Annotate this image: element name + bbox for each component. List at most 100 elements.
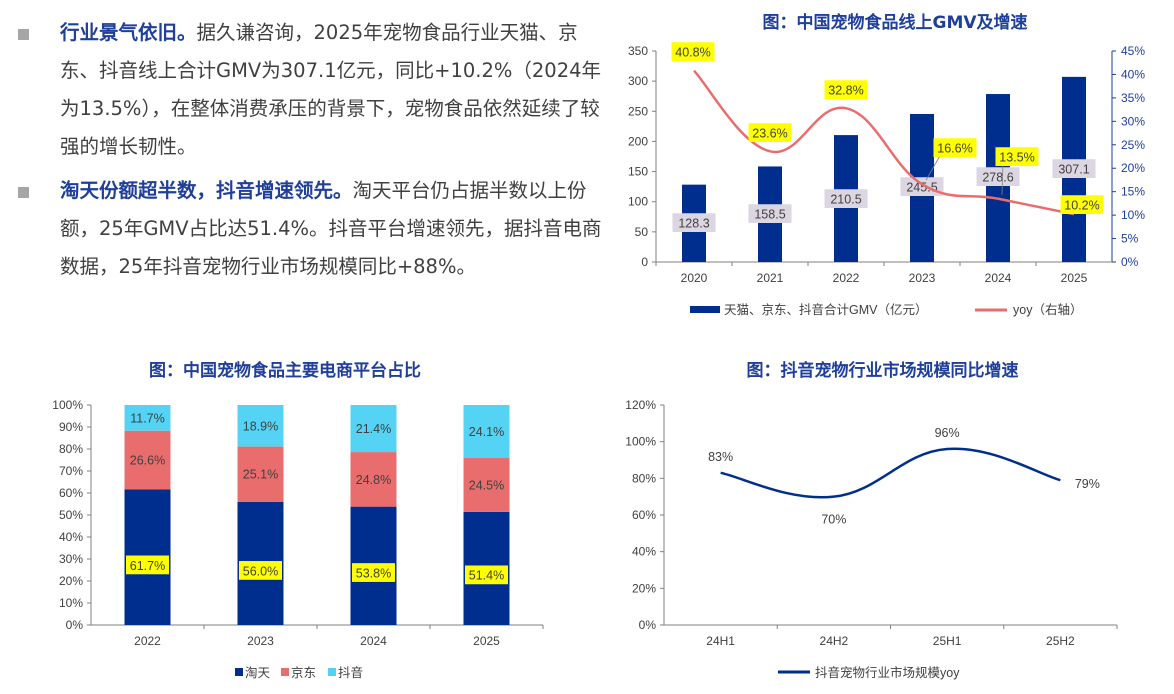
x-tick-label: 2022 bbox=[134, 634, 161, 648]
segment-label: 18.9% bbox=[243, 419, 278, 433]
x-tick-label: 2023 bbox=[247, 634, 274, 648]
segment-抖音 bbox=[350, 405, 397, 453]
segment-label: 51.4% bbox=[469, 569, 504, 583]
y-tick-label: 100% bbox=[625, 435, 656, 449]
x-tick-label: 2020 bbox=[681, 271, 708, 285]
y-tick-label: 50% bbox=[59, 508, 83, 522]
yoy-label-bg bbox=[933, 138, 977, 157]
segment-label: 26.6% bbox=[130, 454, 165, 468]
legend-gmv-label: 天猫、京东、抖音合计GMV（亿元） bbox=[724, 302, 927, 317]
segment-label: 11.7% bbox=[130, 411, 165, 425]
segment-label: 53.8% bbox=[356, 566, 391, 580]
legend-label: 抖音 bbox=[338, 665, 363, 680]
left-tick-label: 200 bbox=[628, 134, 648, 148]
y-tick-label: 10% bbox=[59, 596, 83, 610]
y-tick-label: 0% bbox=[66, 618, 84, 632]
segment-京东 bbox=[463, 458, 510, 512]
y-tick-label: 30% bbox=[59, 552, 83, 566]
y-tick-label: 60% bbox=[632, 508, 656, 522]
segment-label-bg bbox=[126, 555, 169, 575]
yoy-label-bg bbox=[748, 123, 792, 142]
yoy-label-leader bbox=[1001, 162, 1004, 195]
left-tick-label: 100 bbox=[628, 195, 648, 209]
gmv-bar-label: 158.5 bbox=[754, 208, 785, 222]
y-tick-label: 120% bbox=[625, 398, 656, 412]
left-tick-label: 350 bbox=[628, 44, 648, 58]
x-tick-label: 2022 bbox=[833, 271, 860, 285]
segment-京东 bbox=[237, 446, 284, 502]
y-tick-label: 40% bbox=[59, 530, 83, 544]
gmv-bar-label: 128.3 bbox=[678, 217, 709, 231]
right-tick-label: 20% bbox=[1121, 161, 1145, 175]
gmv-bar-label-bg bbox=[748, 204, 792, 223]
segment-京东 bbox=[124, 430, 171, 490]
legend-swatch bbox=[328, 668, 336, 676]
x-tick-label: 2023 bbox=[909, 271, 936, 285]
y-tick-label: 80% bbox=[59, 442, 83, 456]
right-tick-label: 45% bbox=[1121, 44, 1145, 58]
yoy-label: 40.8% bbox=[675, 46, 710, 60]
x-tick-label: 2024 bbox=[360, 634, 387, 648]
yoy-label-bg bbox=[1060, 195, 1104, 214]
right-tick-label: 40% bbox=[1121, 67, 1145, 81]
right-tick-label: 35% bbox=[1121, 91, 1145, 105]
left-tick-label: 150 bbox=[628, 165, 648, 179]
x-tick-label: 2021 bbox=[757, 271, 784, 285]
legend-swatch bbox=[281, 668, 289, 676]
yoy-label: 16.6% bbox=[937, 142, 972, 156]
platform-chart-title: 图：中国宠物食品主要电商平台占比 bbox=[149, 361, 421, 381]
segment-label: 24.5% bbox=[469, 478, 504, 492]
point-label: 70% bbox=[821, 513, 846, 527]
gmv-bar-label: 307.1 bbox=[1058, 163, 1089, 177]
segment-label-bg bbox=[239, 561, 282, 580]
segment-抖音 bbox=[124, 405, 171, 431]
gmv-bar-label-bg bbox=[976, 167, 1020, 186]
yoy-label-bg bbox=[671, 42, 715, 61]
y-tick-label: 90% bbox=[59, 420, 83, 434]
right-tick-label: 30% bbox=[1121, 114, 1145, 128]
legend-label: 淘天 bbox=[245, 666, 271, 680]
left-tick-label: 250 bbox=[628, 104, 648, 118]
gmv-bar-label-bg bbox=[1052, 159, 1096, 178]
yoy-label-bg bbox=[995, 147, 1039, 166]
yoy-label: 32.8% bbox=[828, 84, 863, 98]
left-tick-label: 50 bbox=[635, 225, 649, 239]
douyin-chart-title: 图：抖音宠物行业市场规模同比增速 bbox=[746, 361, 1019, 381]
gmv-bar-label-bg bbox=[672, 213, 716, 232]
y-tick-label: 80% bbox=[632, 471, 656, 485]
gmv-bar-label-bg bbox=[900, 177, 944, 196]
y-tick-label: 70% bbox=[59, 464, 83, 478]
bullet-body: 据久谦咨询，2025年宠物食品行业天猫、京东、抖音线上合计GMV为307.1亿元… bbox=[60, 21, 602, 158]
segment-label: 24.8% bbox=[356, 473, 391, 487]
right-tick-label: 5% bbox=[1121, 232, 1139, 246]
y-tick-label: 60% bbox=[59, 486, 83, 500]
bullet-industry: 行业景气依旧。据久谦咨询，2025年宠物食品行业天猫、京东、抖音线上合计GMV为… bbox=[18, 14, 613, 166]
square-bullet-icon bbox=[18, 29, 29, 40]
segment-抖音 bbox=[463, 405, 510, 459]
y-tick-label: 20% bbox=[632, 581, 656, 595]
legend-label: 京东 bbox=[291, 666, 316, 680]
x-tick-label: 24H2 bbox=[820, 634, 849, 648]
point-label: 96% bbox=[935, 426, 960, 440]
yoy-line bbox=[720, 447, 1061, 499]
x-tick-label: 24H1 bbox=[706, 634, 735, 648]
right-tick-label: 0% bbox=[1121, 255, 1139, 269]
bullet-body: 淘天平台仍占据半数以上份额，25年GMV占比达51.4%。抖音平台增速领先，据抖… bbox=[60, 179, 602, 278]
legend-yoy-label: yoy（右轴） bbox=[1013, 302, 1082, 317]
legend-label: 抖音宠物行业市场规模yoy bbox=[815, 665, 960, 680]
yoy-label: 23.6% bbox=[752, 127, 787, 141]
x-tick-label: 25H2 bbox=[1046, 634, 1075, 648]
yoy-line bbox=[693, 69, 1075, 216]
segment-京东 bbox=[350, 452, 397, 507]
bullet-lead: 淘天份额超半数，抖音增速领先。 bbox=[60, 179, 353, 202]
yoy-label: 13.5% bbox=[999, 151, 1034, 165]
bullet-platform: 淘天份额超半数，抖音增速领先。淘天平台仍占据半数以上份额，25年GMV占比达51… bbox=[18, 172, 613, 286]
segment-label-bg bbox=[465, 565, 508, 585]
bullet-lead: 行业景气依旧。 bbox=[60, 21, 197, 44]
x-tick-label: 2025 bbox=[1061, 271, 1088, 285]
left-tick-label: 300 bbox=[628, 74, 648, 88]
legend-gmv-swatch bbox=[690, 306, 720, 313]
